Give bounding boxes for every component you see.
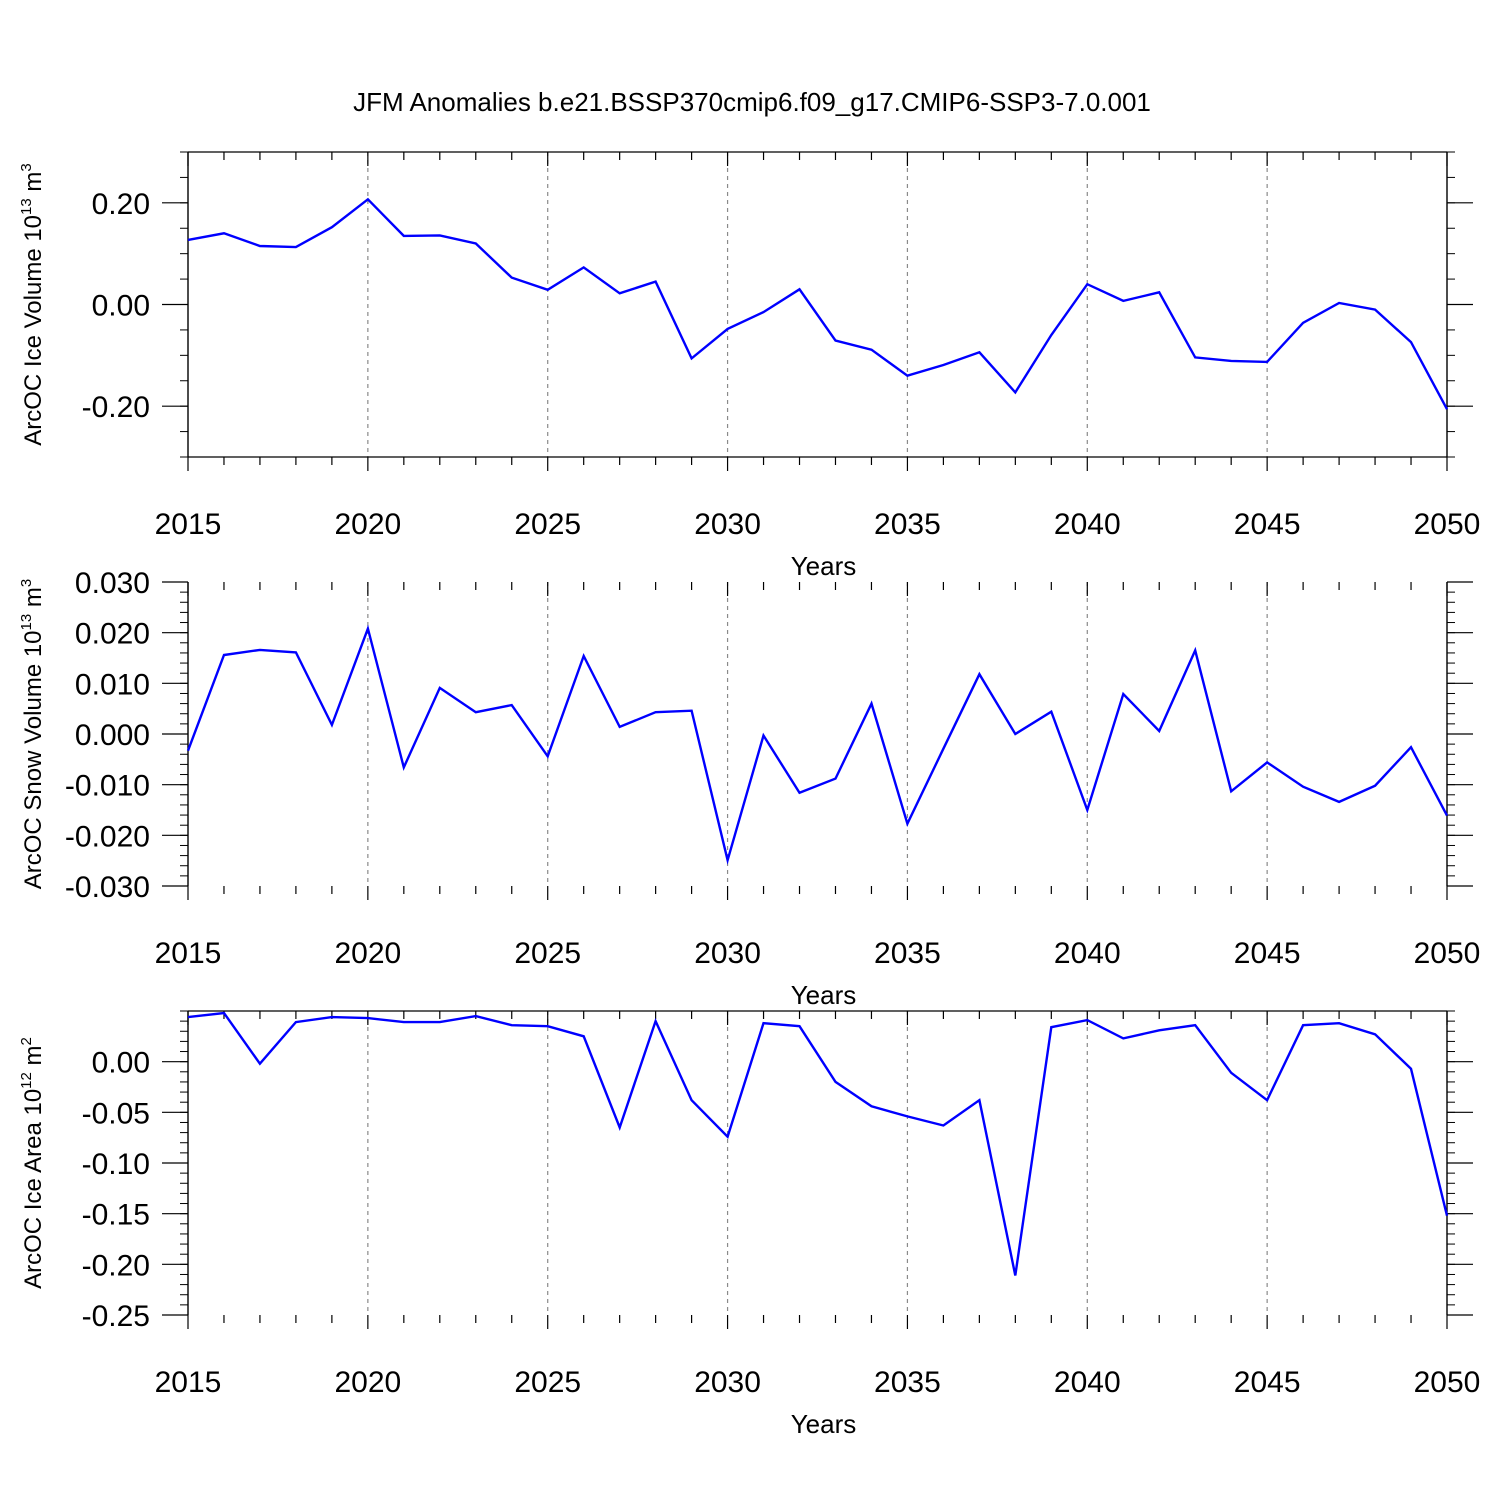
y-axis-unit-exponent: 13 — [18, 198, 35, 215]
x-tick-label: 2035 — [874, 508, 941, 541]
y-axis-unit: m — [20, 587, 47, 614]
x-tick-label: 2030 — [694, 937, 761, 970]
y-tick-label: -0.030 — [65, 871, 150, 904]
x-tick-label: 2035 — [874, 1366, 941, 1399]
y-tick-label: 0.00 — [92, 290, 150, 323]
series-line — [187, 1011, 1449, 1276]
x-tick-label: 2040 — [1054, 508, 1121, 541]
series-line — [187, 197, 1449, 410]
x-tick-label: 2030 — [694, 1366, 761, 1399]
y-axis-unit-m-exponent: 3 — [18, 163, 35, 171]
x-tick-label: 2045 — [1234, 1366, 1301, 1399]
x-tick-label: 2045 — [1234, 508, 1301, 541]
y-axis-label: ArcOC Ice Area 1012 m2 — [18, 1037, 47, 1289]
y-axis-unit-m-exponent: 3 — [18, 579, 35, 587]
y-axis-unit-m-exponent: 2 — [18, 1037, 35, 1045]
figure-title: JFM Anomalies b.e21.BSSP370cmip6.f09_g17… — [353, 87, 1151, 117]
chart-panel-1: -0.20 0.00 0.20 2015 2020 2025 2030 2035 2040 204… — [18, 151, 1481, 581]
y-axis-label: ArcOC Snow Volume 1013 m3 — [18, 579, 47, 890]
chart-panel-2: -0.030 -0.020 -0.010 0.000 0.010 0.020 0.030 20… — [18, 567, 1480, 1010]
x-tick-label: 2025 — [514, 1366, 581, 1399]
x-tick-label: 2035 — [874, 937, 941, 970]
y-tick-label: 0.00 — [92, 1047, 150, 1080]
series-line — [186, 624, 1449, 865]
x-tick-label: 2025 — [514, 937, 581, 970]
y-axis-label: ArcOC Ice Volume 1013 m3 — [18, 163, 47, 445]
x-tick-label: 2020 — [334, 508, 401, 541]
y-tick-label: -0.20 — [82, 1249, 150, 1282]
y-tick-label: -0.20 — [82, 391, 150, 424]
y-tick-label: 0.030 — [75, 567, 150, 600]
x-axis-label: Years — [791, 980, 857, 1010]
y-axis-label-text: ArcOC Ice Area 10 — [20, 1089, 47, 1289]
x-tick-label: 2015 — [155, 937, 222, 970]
y-axis-label-text: ArcOC Snow Volume 10 — [20, 630, 47, 889]
x-axis-label: Years — [791, 1409, 857, 1439]
y-tick-label: -0.25 — [82, 1300, 150, 1333]
y-tick-label: -0.10 — [82, 1148, 150, 1181]
y-tick-label: 0.20 — [92, 188, 150, 221]
y-tick-label: 0.010 — [75, 668, 150, 701]
y-tick-label: -0.05 — [82, 1097, 150, 1130]
panels: -0.20 0.00 0.20 2015 2020 2025 2030 2035 2040 204… — [18, 151, 1481, 1439]
x-tick-label: 2030 — [694, 508, 761, 541]
y-tick-label: -0.010 — [65, 770, 150, 803]
y-axis-unit: m — [20, 1045, 47, 1072]
y-axis-label-text: ArcOC Ice Volume 10 — [20, 215, 47, 446]
y-tick-label: -0.15 — [82, 1199, 150, 1232]
x-tick-label: 2050 — [1414, 937, 1481, 970]
x-tick-label: 2040 — [1054, 1366, 1121, 1399]
x-tick-label: 2045 — [1234, 937, 1301, 970]
x-tick-label: 2040 — [1054, 937, 1121, 970]
x-tick-label: 2050 — [1414, 1366, 1481, 1399]
x-tick-label: 2025 — [514, 508, 581, 541]
x-tick-label: 2020 — [334, 1366, 401, 1399]
y-tick-label: -0.020 — [65, 820, 150, 853]
y-axis-unit-exponent: 12 — [18, 1072, 35, 1089]
y-tick-label: 0.020 — [75, 618, 150, 651]
x-tick-label: 2020 — [334, 937, 401, 970]
y-tick-label: 0.000 — [75, 719, 150, 752]
y-axis-unit: m — [20, 172, 47, 199]
y-axis-unit-exponent: 13 — [18, 614, 35, 631]
x-tick-label: 2015 — [155, 508, 222, 541]
x-axis-label: Years — [791, 551, 857, 581]
x-tick-label: 2050 — [1414, 508, 1481, 541]
x-tick-label: 2015 — [155, 1366, 222, 1399]
chart-panel-3: -0.25 -0.20 -0.15 -0.10 -0.05 0.00 2015 2020 202… — [18, 1010, 1481, 1439]
